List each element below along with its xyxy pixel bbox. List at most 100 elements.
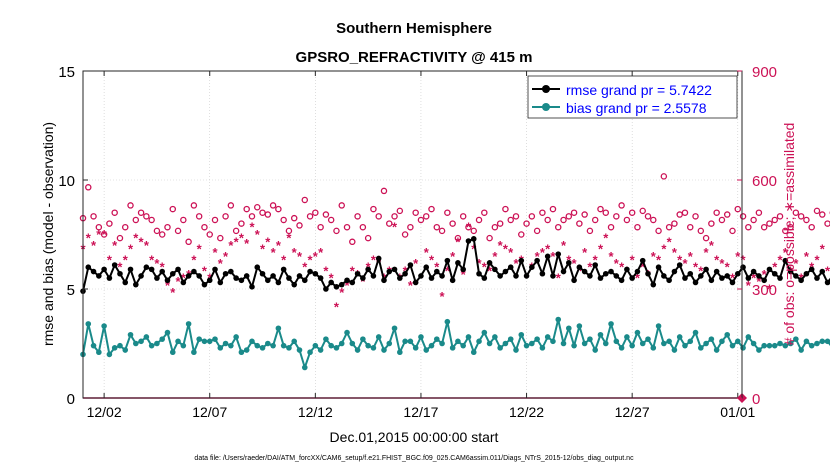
obs-possible-point bbox=[401, 231, 409, 238]
obs-possible-point bbox=[613, 213, 620, 220]
rmse-point bbox=[307, 268, 313, 275]
obs-possible-point bbox=[127, 202, 134, 209]
bias-point bbox=[418, 334, 424, 340]
obs-possible-point bbox=[565, 213, 573, 220]
bias-point bbox=[280, 342, 287, 349]
obs-possible-point bbox=[185, 238, 192, 246]
obs-possible-point bbox=[132, 216, 140, 224]
rmse-point bbox=[481, 275, 488, 281]
bias-point bbox=[391, 325, 398, 332]
obs-possible-point bbox=[586, 227, 594, 235]
rmse-point bbox=[201, 281, 208, 288]
obs-possible-point bbox=[333, 227, 340, 235]
obs-possible-point bbox=[116, 234, 124, 242]
obs-possible-point bbox=[512, 213, 520, 220]
obs-assimilated-point: * bbox=[535, 249, 541, 264]
obs-possible-point bbox=[576, 220, 583, 227]
bias-point bbox=[777, 340, 783, 347]
obs-possible-point bbox=[644, 213, 652, 220]
bias-point bbox=[661, 340, 667, 347]
obs-possible-point bbox=[544, 216, 551, 224]
rmse-point bbox=[122, 279, 129, 286]
bias-point bbox=[798, 347, 804, 353]
obs-assimilated-point: * bbox=[133, 231, 139, 246]
rmse-point bbox=[222, 270, 229, 277]
obs-assimilated-point: * bbox=[350, 263, 356, 278]
obs-assimilated-point: * bbox=[503, 242, 509, 257]
bias-point bbox=[344, 329, 350, 336]
rmse-point bbox=[497, 273, 503, 279]
rmse-point bbox=[734, 270, 741, 277]
obs-assimilated-point: * bbox=[154, 256, 160, 271]
obs-assimilated-point: * bbox=[329, 271, 335, 286]
bias-point bbox=[507, 336, 514, 342]
x-axis-label: Dec.01,2015 00:00:00 start bbox=[330, 429, 499, 445]
bias-point bbox=[666, 338, 672, 345]
obs-assimilated-point: * bbox=[181, 271, 187, 286]
bias-point bbox=[96, 349, 102, 356]
obs-possible-point bbox=[750, 216, 757, 224]
y-tick-label-left: 5 bbox=[67, 282, 75, 299]
x-tick-label: 12/12 bbox=[298, 404, 333, 420]
obs-possible-point bbox=[713, 209, 720, 216]
rmse-point bbox=[587, 273, 593, 279]
obs-possible-point bbox=[671, 220, 678, 227]
rmse-point bbox=[354, 270, 361, 277]
legend-marker-rmse bbox=[542, 85, 550, 93]
obs-assimilated-point: * bbox=[260, 242, 266, 257]
obs-assimilated-point: * bbox=[128, 242, 134, 257]
rmse-point bbox=[96, 273, 102, 279]
obs-possible-point bbox=[444, 209, 451, 216]
obs-possible-point bbox=[206, 231, 213, 238]
obs-possible-point bbox=[776, 213, 784, 220]
obs-assimilated-point: * bbox=[440, 289, 446, 304]
bias-point bbox=[338, 340, 345, 347]
rmse-point bbox=[460, 266, 466, 273]
bias-point bbox=[233, 334, 239, 340]
bias-point bbox=[592, 347, 599, 353]
obs-possible-point bbox=[692, 213, 699, 220]
bias-point bbox=[201, 338, 208, 345]
bias-point bbox=[597, 331, 604, 338]
obs-assimilated-point: * bbox=[292, 245, 298, 260]
bias-point bbox=[687, 338, 694, 345]
rmse-point bbox=[550, 273, 556, 279]
obs-assimilated-point: * bbox=[714, 252, 720, 267]
obs-possible-point bbox=[787, 223, 794, 231]
rmse-point bbox=[433, 268, 440, 275]
rmse-point bbox=[238, 277, 245, 284]
obs-assimilated-point: * bbox=[587, 260, 593, 275]
rmse-point bbox=[344, 277, 350, 284]
bias-point bbox=[254, 342, 261, 349]
bias-point bbox=[111, 345, 118, 351]
bias-point bbox=[412, 345, 419, 351]
rmse-point bbox=[228, 268, 234, 275]
grid-y bbox=[83, 179, 742, 290]
rmse-point bbox=[713, 268, 720, 275]
y-tick-label-left: 15 bbox=[58, 64, 75, 81]
obs-possible-point bbox=[375, 213, 382, 220]
rmse-point bbox=[365, 266, 371, 273]
bias-point bbox=[782, 342, 789, 349]
rmse-point bbox=[360, 275, 366, 281]
rmse-point bbox=[275, 279, 282, 286]
bias-point bbox=[576, 323, 583, 329]
bias-point bbox=[439, 340, 445, 347]
obs-possible-point bbox=[491, 223, 499, 231]
obs-possible-point bbox=[137, 209, 145, 216]
obs-possible-point bbox=[248, 213, 256, 220]
bias-point bbox=[676, 334, 683, 340]
chart-subtitle: GPSRO_REFRACTIVITY @ 415 m bbox=[296, 49, 533, 66]
rmse-point bbox=[671, 268, 678, 275]
grid-x bbox=[103, 71, 739, 398]
bias-point bbox=[143, 334, 150, 340]
obs-possible-point bbox=[665, 223, 673, 231]
obs-assimilated-point: * bbox=[609, 249, 615, 264]
obs-assimilated-point: * bbox=[661, 242, 667, 257]
obs-assimilated-point: * bbox=[582, 245, 588, 260]
obs-possible-point bbox=[380, 187, 388, 195]
obs-assimilated-point: * bbox=[302, 260, 308, 275]
rmse-point bbox=[666, 277, 672, 284]
bias-point bbox=[296, 347, 303, 353]
bias-point bbox=[148, 342, 155, 349]
